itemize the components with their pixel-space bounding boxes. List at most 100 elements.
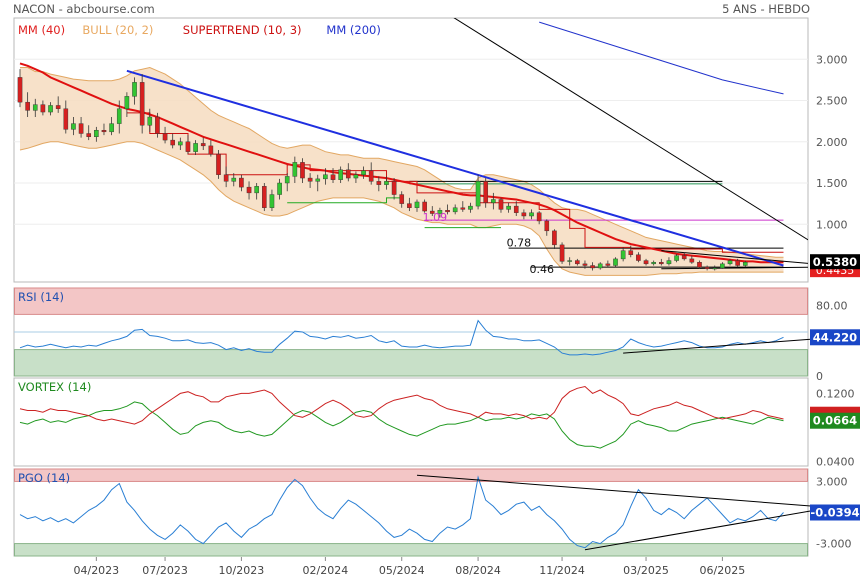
x-tick-label: 08/2024: [455, 564, 501, 577]
candle-body: [582, 263, 588, 266]
candle: [376, 176, 382, 192]
candle-body: [139, 82, 145, 126]
vortex-panel: 0.1200 0.0400 VORTEX (14) 0.0664: [13, 377, 860, 469]
candle: [277, 178, 282, 200]
candle-body: [575, 260, 580, 265]
mm40-line: [19, 62, 784, 264]
candle-body: [231, 177, 237, 182]
candle: [659, 258, 664, 266]
candle: [284, 173, 290, 192]
candle-body: [48, 105, 53, 113]
candle: [101, 123, 107, 136]
candle: [223, 166, 229, 188]
candle: [254, 183, 259, 200]
candle-body: [55, 105, 61, 109]
candle-body: [399, 194, 405, 204]
candle: [597, 262, 603, 270]
candle: [636, 252, 641, 263]
candle: [567, 257, 572, 266]
vortex-value-label: 0.0664: [813, 414, 857, 428]
rsi-y-tick-label: 0: [816, 370, 823, 383]
price-trendline: [453, 18, 808, 241]
candle: [78, 117, 84, 138]
candle: [651, 260, 656, 266]
candle-body: [361, 170, 366, 175]
candle: [628, 245, 634, 258]
candle: [208, 140, 214, 157]
pgo-panel: 3.000 -3.000 PGO (14) -0.0394: [13, 468, 860, 557]
candle: [445, 204, 450, 215]
candle-body: [25, 101, 30, 111]
price-legend-item: BULL (20, 2): [82, 23, 153, 37]
candle: [429, 206, 435, 216]
candle-body: [513, 205, 519, 213]
candle-body: [437, 210, 443, 214]
candle-body: [529, 212, 534, 217]
candle-body: [200, 143, 206, 147]
candle-body: [636, 254, 641, 261]
candle: [643, 258, 649, 266]
x-tick-label: 04/2023: [73, 564, 119, 577]
rsi-title: RSI (14): [18, 290, 64, 304]
candle-body: [552, 230, 557, 246]
bollinger-band-fill: [20, 67, 784, 276]
candle-body: [292, 162, 298, 177]
candle-body: [170, 139, 175, 146]
candle-body: [620, 250, 626, 260]
candle-body: [720, 263, 725, 269]
price-panel: 3.000 2.500 2.000 1.500 1.000 1.09 0.78 0.46 MM …: [13, 17, 860, 283]
candle-body: [475, 181, 481, 207]
candle-body: [63, 108, 69, 130]
candle: [620, 247, 626, 262]
candle-body: [689, 258, 695, 263]
candle: [116, 100, 122, 134]
pgo-trendline: [416, 474, 815, 507]
x-tick-label: 10/2023: [219, 564, 265, 577]
candle: [552, 229, 557, 249]
candle-body: [422, 201, 427, 212]
rsi-zone-high: [14, 287, 808, 315]
vortex-y-tick-label: 0.1200: [816, 387, 855, 400]
candle: [307, 173, 313, 188]
candle: [742, 260, 748, 268]
rsi-value-badge: [810, 329, 860, 346]
candle-body: [445, 210, 450, 213]
candle-body: [384, 181, 389, 185]
candle-body: [178, 141, 183, 146]
pgo-zone-high: [14, 468, 808, 482]
last-price-label: 0.5380: [813, 255, 857, 269]
candle: [94, 126, 99, 142]
vortex-panel-frame: [13, 377, 809, 467]
bollinger-lower-line: [19, 141, 784, 276]
mm200-line: [539, 21, 784, 95]
candle-body: [498, 199, 504, 210]
candle-body: [345, 169, 351, 179]
candle: [697, 260, 702, 269]
vortex-secondary-badge: [810, 406, 860, 415]
candle-body: [429, 210, 435, 214]
candle: [399, 191, 405, 208]
candle: [407, 197, 412, 212]
pgo-value-label: -0.0394: [810, 506, 859, 520]
x-axis: 04/2023 07/2023 10/2023 02/2024 05/2024 08/20…: [73, 557, 745, 577]
rsi-value-label: 44.220: [813, 330, 857, 344]
pgo-line: [19, 475, 784, 549]
candle: [246, 181, 252, 200]
candle: [575, 258, 580, 266]
candle: [25, 92, 30, 117]
price-y-tick-label: 2.500: [816, 95, 848, 108]
candle: [345, 163, 351, 182]
pgo-value-badge: [810, 504, 860, 521]
candle: [521, 209, 527, 220]
candle-body: [536, 212, 542, 222]
candle: [391, 178, 397, 200]
candle-body: [368, 170, 374, 182]
candle-body: [742, 262, 748, 266]
candle-body: [246, 186, 252, 194]
candle-body: [628, 250, 634, 255]
candle-body: [132, 82, 137, 97]
last-price-badge: [810, 254, 860, 270]
price-trendline: [126, 69, 784, 267]
candle-body: [147, 116, 153, 126]
candle: [178, 137, 183, 150]
